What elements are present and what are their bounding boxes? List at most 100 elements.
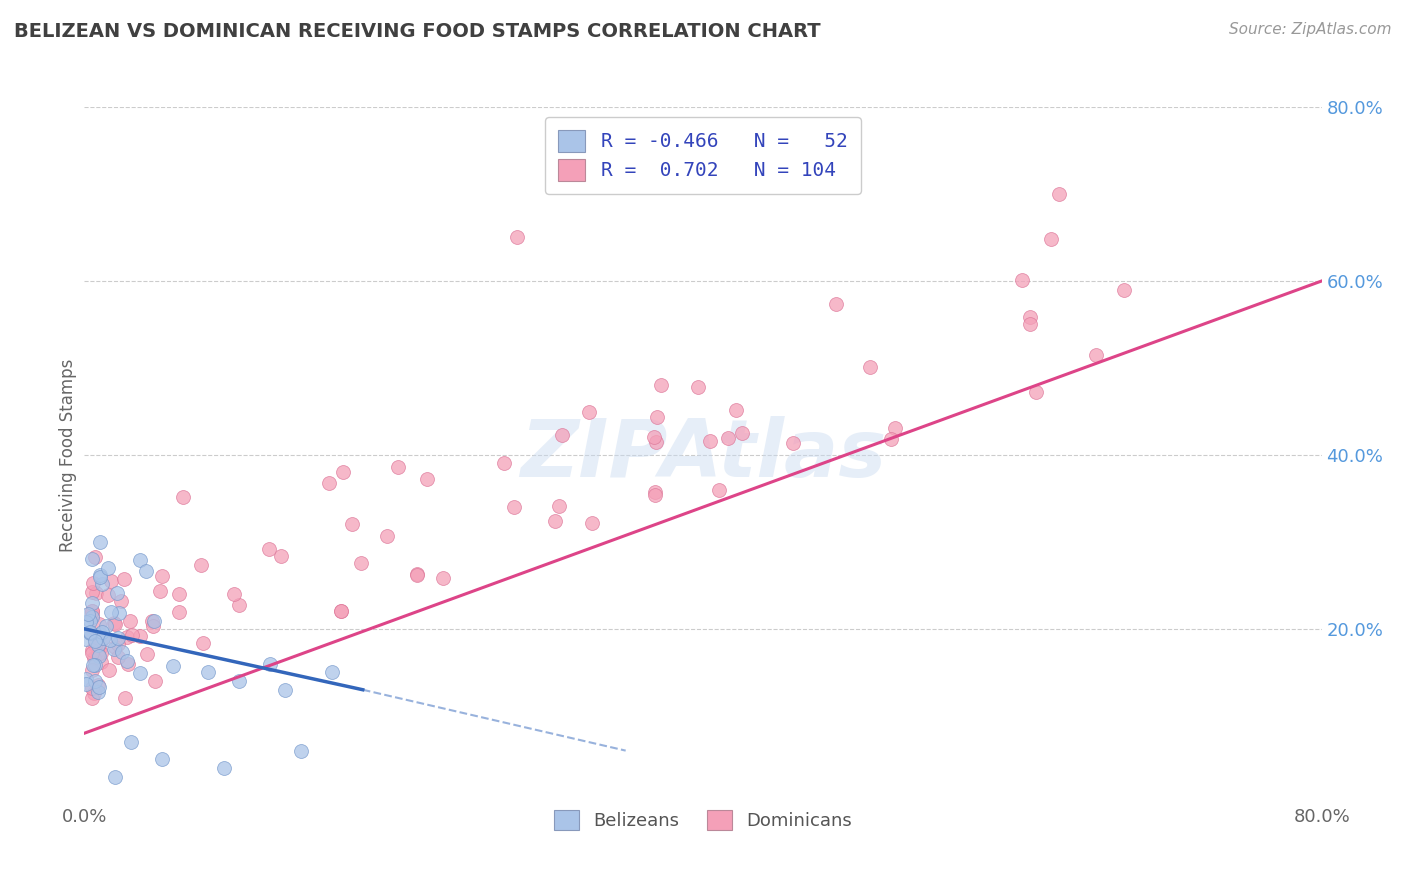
Point (162, 658, 184, 673)
Point (644, 484, 666, 499)
Point (709, 483, 731, 497)
Point (83, 651, 105, 665)
Point (84, 658, 107, 673)
Point (91, 631, 114, 645)
Point (87, 684, 110, 698)
Point (150, 752, 173, 766)
Point (1011, 272, 1033, 286)
Point (321, 665, 343, 680)
Point (87, 678, 110, 692)
Point (79, 626, 101, 640)
Point (228, 598, 250, 612)
Point (87, 638, 110, 652)
Point (551, 428, 574, 442)
Point (82, 576, 104, 591)
Point (84, 638, 107, 652)
Point (82, 646, 104, 660)
Point (82, 604, 104, 618)
Point (103, 615, 125, 630)
Point (318, 475, 340, 490)
Point (143, 674, 166, 689)
Point (89, 643, 111, 657)
Point (129, 630, 152, 644)
Point (1025, 385, 1047, 400)
Point (117, 657, 139, 671)
Point (406, 568, 429, 582)
Point (135, 564, 157, 578)
Text: BELIZEAN VS DOMINICAN RECEIVING FOOD STAMPS CORRELATION CHART: BELIZEAN VS DOMINICAN RECEIVING FOOD STA… (14, 22, 821, 41)
Point (330, 605, 353, 619)
Point (502, 500, 524, 515)
Point (103, 642, 125, 657)
Legend: Belizeans, Dominicans: Belizeans, Dominicans (541, 797, 865, 842)
Point (645, 409, 668, 424)
Point (578, 405, 600, 419)
Point (717, 431, 740, 445)
Point (82, 552, 104, 566)
Point (82, 657, 104, 672)
Point (212, 761, 235, 775)
Point (94, 619, 117, 633)
Point (80, 596, 103, 610)
Point (107, 650, 129, 665)
Point (104, 640, 127, 654)
Point (650, 378, 672, 392)
Point (406, 566, 429, 581)
Point (825, 297, 848, 311)
Point (149, 583, 172, 598)
Point (228, 674, 250, 689)
Point (90, 655, 112, 669)
Point (79, 624, 101, 639)
Point (193, 636, 215, 650)
Point (150, 569, 173, 583)
Text: Source: ZipAtlas.com: Source: ZipAtlas.com (1229, 22, 1392, 37)
Point (82, 626, 104, 640)
Point (274, 682, 297, 697)
Point (82, 608, 104, 623)
Point (89, 568, 111, 582)
Point (111, 645, 134, 659)
Point (880, 432, 903, 446)
Point (82, 691, 104, 706)
Point (82, 642, 104, 657)
Point (84, 586, 107, 600)
Point (259, 657, 281, 671)
Point (884, 421, 907, 435)
Point (75, 615, 97, 629)
Point (1047, 187, 1070, 202)
Point (104, 617, 127, 632)
Point (75, 677, 97, 691)
Point (377, 529, 399, 543)
Point (84, 549, 107, 564)
Point (89, 636, 111, 650)
Point (107, 637, 129, 651)
Point (387, 460, 409, 475)
Point (89, 534, 111, 549)
Point (290, 744, 312, 758)
Point (172, 490, 194, 504)
Point (82, 584, 104, 599)
Point (91, 577, 114, 591)
Point (129, 665, 152, 680)
Point (724, 403, 747, 417)
Point (332, 465, 354, 479)
Point (730, 426, 752, 441)
Point (97, 588, 120, 602)
Point (1019, 310, 1042, 325)
Point (699, 434, 721, 448)
Point (581, 516, 603, 530)
Point (89, 570, 111, 584)
Point (120, 735, 142, 749)
Point (87, 616, 110, 631)
Point (330, 605, 353, 619)
Point (782, 436, 804, 450)
Point (90, 646, 112, 660)
Point (129, 553, 152, 567)
Point (87, 648, 110, 662)
Point (169, 587, 191, 601)
Point (141, 614, 163, 628)
Point (82, 604, 104, 618)
Point (1085, 348, 1108, 362)
Point (120, 615, 142, 629)
Point (75, 632, 97, 646)
